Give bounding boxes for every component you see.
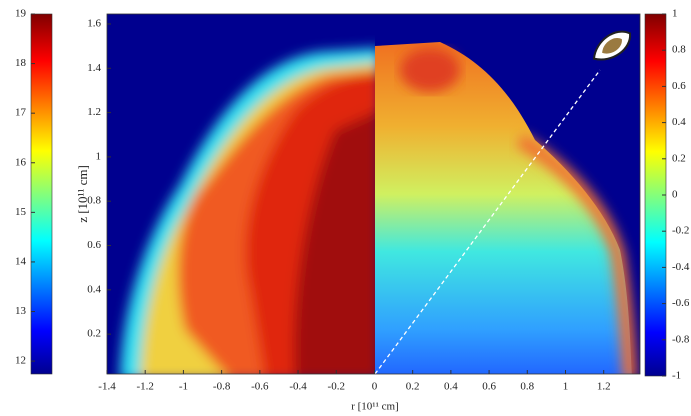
colorbar-tick-label: -0.8: [672, 333, 690, 345]
colorbar-tick-label: -0.2: [672, 225, 689, 237]
y-tick-label: 1: [96, 150, 102, 162]
colorbar-tick-label: 0.2: [672, 152, 686, 164]
x-tick-label: 0.2: [406, 381, 420, 393]
x-tick-label: 0.4: [444, 381, 458, 393]
y-tick-label: 0.4: [87, 283, 101, 295]
colorbar-tick-label: 14: [15, 255, 27, 267]
x-tick-label: -0.4: [289, 381, 307, 393]
y-axis-label: z [10¹¹ cm]: [75, 165, 90, 223]
colorbar-tick-label: 0.8: [672, 44, 686, 56]
x-tick-label: 0.6: [482, 381, 496, 393]
x-tick-label: -0.8: [213, 381, 231, 393]
colorbar-tick-label: 0.4: [672, 116, 686, 128]
colorbar-tick-label: 0.6: [672, 80, 686, 92]
x-axis-label: r [10¹¹ cm]: [351, 401, 399, 413]
x-tick-label: -1.4: [98, 381, 116, 393]
colorbar-tick-label: -0.4: [672, 261, 690, 273]
x-tick-label: 1: [563, 381, 569, 393]
y-tick-label: 0.2: [87, 328, 101, 340]
colorbar-tick-label: 1: [672, 8, 678, 20]
x-tick-label: 0.8: [520, 381, 534, 393]
x-tick-label: 1.2: [597, 381, 611, 393]
y-tick-label: 0.6: [87, 239, 101, 251]
y-tick-label: 0.8: [87, 195, 101, 207]
x-tick-label: -0.2: [328, 381, 345, 393]
colorbar-tick-label: -0.6: [672, 297, 690, 309]
y-tick-label: 1.4: [87, 62, 101, 74]
field: [107, 14, 640, 374]
colorbar-tick-label: 18: [15, 57, 27, 69]
colorbar-tick-label: 19: [15, 8, 27, 20]
x-tick-label: 0: [372, 381, 378, 393]
y-tick-label: 1.2: [87, 106, 101, 118]
colorbar-left: [30, 13, 53, 375]
colorbar-tick-label: 16: [15, 156, 27, 168]
x-tick-label: -0.6: [251, 381, 269, 393]
colorbar-tick-label: 17: [15, 107, 27, 119]
x-tick-label: -1: [179, 381, 188, 393]
colorbar-tick-label: 12: [15, 355, 26, 367]
x-tick-label: -1.2: [136, 381, 153, 393]
colorbar-tick-label: 15: [15, 206, 27, 218]
colorbar-tick-label: 0: [672, 189, 678, 201]
plot-frame: [106, 13, 641, 375]
colorbar-tick-label: -1: [672, 370, 681, 382]
colorbar-tick-label: 13: [15, 305, 27, 317]
y-tick-label: 1.6: [87, 18, 101, 30]
